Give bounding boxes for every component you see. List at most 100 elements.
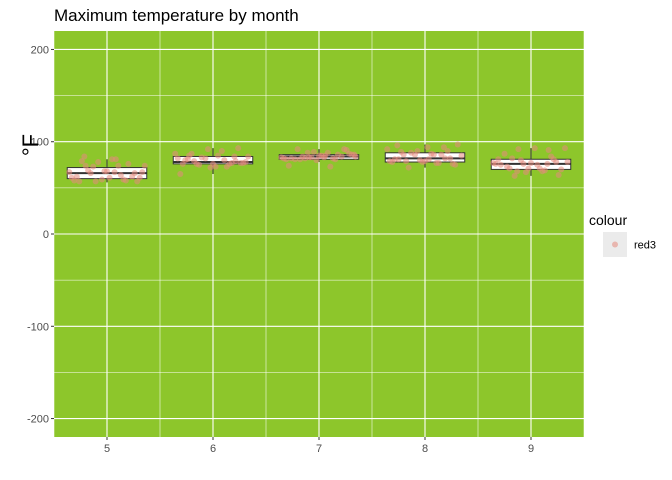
data-point xyxy=(422,158,428,165)
data-point xyxy=(544,160,551,167)
data-point xyxy=(509,155,516,162)
y-tick-label: 0 xyxy=(43,229,49,241)
data-point xyxy=(285,162,292,169)
data-point xyxy=(117,171,124,178)
data-point xyxy=(555,171,562,178)
data-point xyxy=(384,146,391,153)
chart-title: Maximum temperature by month xyxy=(54,6,299,25)
data-point xyxy=(334,151,341,158)
y-axis-label: °F xyxy=(18,134,43,156)
data-point xyxy=(304,149,311,156)
data-point xyxy=(501,150,508,157)
data-point xyxy=(324,149,331,156)
data-point xyxy=(438,151,445,158)
data-point xyxy=(231,153,238,160)
data-point xyxy=(204,146,211,153)
data-point xyxy=(528,159,534,166)
data-point xyxy=(511,172,518,179)
data-point xyxy=(495,156,502,163)
data-point xyxy=(184,156,191,163)
data-point xyxy=(111,169,118,176)
x-tick-label: 6 xyxy=(210,443,216,455)
data-point xyxy=(525,165,532,172)
data-point xyxy=(221,157,228,164)
data-point xyxy=(95,159,102,166)
data-point xyxy=(104,168,110,175)
data-point xyxy=(174,155,181,162)
y-tick-label: -200 xyxy=(27,414,49,426)
x-axis-ticks: 5 6 7 8 9 xyxy=(104,437,534,455)
data-point xyxy=(310,148,317,155)
data-point xyxy=(497,161,504,168)
data-point xyxy=(506,165,513,172)
data-point xyxy=(515,146,522,153)
x-tick-label: 7 xyxy=(316,443,322,455)
data-point xyxy=(520,160,527,167)
data-point xyxy=(82,162,89,169)
data-point xyxy=(73,173,80,180)
data-point xyxy=(442,155,449,162)
data-point xyxy=(109,156,116,163)
data-point xyxy=(327,163,334,170)
data-point xyxy=(87,170,94,177)
data-point xyxy=(394,142,401,149)
data-point xyxy=(122,177,129,184)
y-tick-label: 200 xyxy=(31,44,49,56)
data-point xyxy=(92,178,99,185)
data-point xyxy=(405,164,412,171)
data-point xyxy=(235,145,242,152)
data-point xyxy=(196,161,203,168)
data-point xyxy=(90,163,97,170)
data-point xyxy=(76,178,83,185)
data-point xyxy=(228,159,235,166)
data-point xyxy=(313,157,320,164)
x-tick-label: 9 xyxy=(528,443,534,455)
data-point xyxy=(294,146,301,153)
legend-key-dot xyxy=(612,241,618,248)
data-point xyxy=(447,155,454,162)
data-point xyxy=(136,174,143,181)
data-point xyxy=(177,171,184,178)
data-point xyxy=(561,145,568,152)
data-point xyxy=(308,154,315,161)
data-point xyxy=(321,154,328,161)
data-point xyxy=(430,151,437,158)
data-point xyxy=(115,162,122,169)
legend-title: colour xyxy=(589,212,627,228)
y-tick-label: 100 xyxy=(31,137,49,149)
data-point xyxy=(514,168,521,175)
data-point xyxy=(131,170,138,177)
data-point xyxy=(435,159,442,166)
data-point xyxy=(212,163,219,170)
data-point xyxy=(288,155,295,162)
data-point xyxy=(553,159,560,166)
data-point xyxy=(408,149,415,156)
data-point xyxy=(139,169,146,176)
data-point xyxy=(541,167,548,174)
data-point xyxy=(245,153,252,160)
data-point xyxy=(78,158,85,165)
data-point xyxy=(215,152,222,159)
data-point xyxy=(125,160,132,167)
data-point xyxy=(492,160,499,167)
data-point xyxy=(172,150,179,157)
data-point xyxy=(564,159,571,166)
data-point xyxy=(424,144,431,151)
data-point xyxy=(440,144,447,151)
y-tick-label: -100 xyxy=(27,321,49,333)
data-point xyxy=(332,156,339,163)
data-point xyxy=(98,176,105,183)
data-point xyxy=(558,166,565,173)
data-point xyxy=(188,150,195,157)
data-point xyxy=(444,147,451,154)
data-point xyxy=(302,155,309,162)
data-point xyxy=(531,145,538,152)
legend-item-label: red3 xyxy=(634,240,656,252)
x-tick-label: 5 xyxy=(104,443,110,455)
data-point xyxy=(545,147,552,154)
data-point xyxy=(454,141,461,148)
data-point xyxy=(414,147,421,154)
data-point xyxy=(242,159,249,166)
data-point xyxy=(198,154,205,161)
